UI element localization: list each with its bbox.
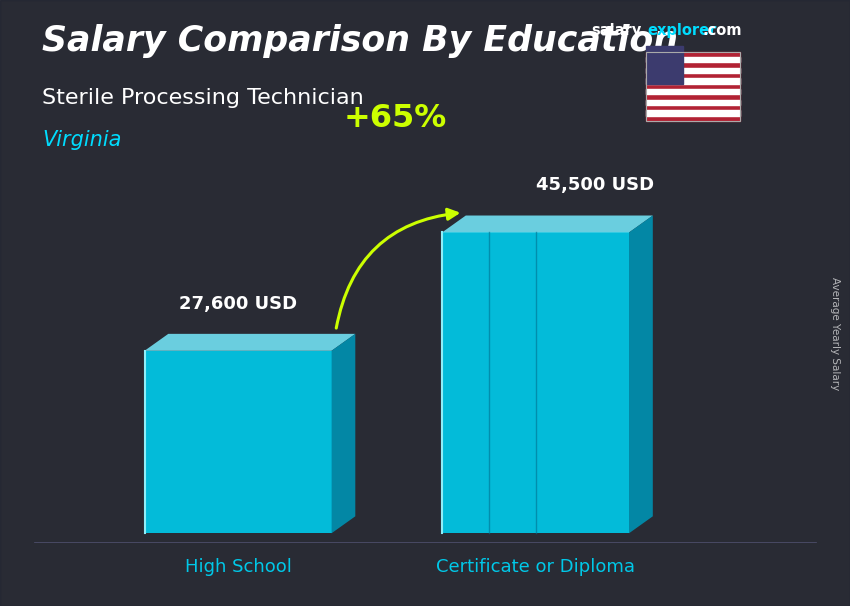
Text: High School: High School (184, 558, 292, 576)
Text: +65%: +65% (343, 103, 447, 134)
Bar (646, 110, 740, 116)
Polygon shape (144, 351, 332, 533)
Text: 45,500 USD: 45,500 USD (536, 176, 654, 195)
Bar (646, 68, 740, 73)
Polygon shape (144, 334, 355, 351)
Bar (646, 52, 740, 121)
Text: salary: salary (591, 23, 641, 38)
Text: Average Yearly Salary: Average Yearly Salary (830, 277, 840, 390)
Bar (646, 78, 740, 84)
Text: explorer: explorer (648, 23, 717, 38)
Text: 27,600 USD: 27,600 USD (179, 295, 297, 313)
Bar (646, 46, 683, 84)
Bar (646, 89, 740, 95)
Bar (646, 57, 740, 62)
Polygon shape (442, 216, 653, 233)
Text: Salary Comparison By Education: Salary Comparison By Education (42, 24, 678, 58)
Text: Virginia: Virginia (42, 130, 122, 150)
Bar (646, 100, 740, 105)
Polygon shape (629, 216, 653, 533)
Polygon shape (332, 334, 355, 533)
Text: Sterile Processing Technician: Sterile Processing Technician (42, 88, 365, 108)
Polygon shape (442, 233, 629, 533)
Text: .com: .com (703, 23, 742, 38)
Text: Certificate or Diploma: Certificate or Diploma (436, 558, 635, 576)
Bar (646, 52, 740, 121)
